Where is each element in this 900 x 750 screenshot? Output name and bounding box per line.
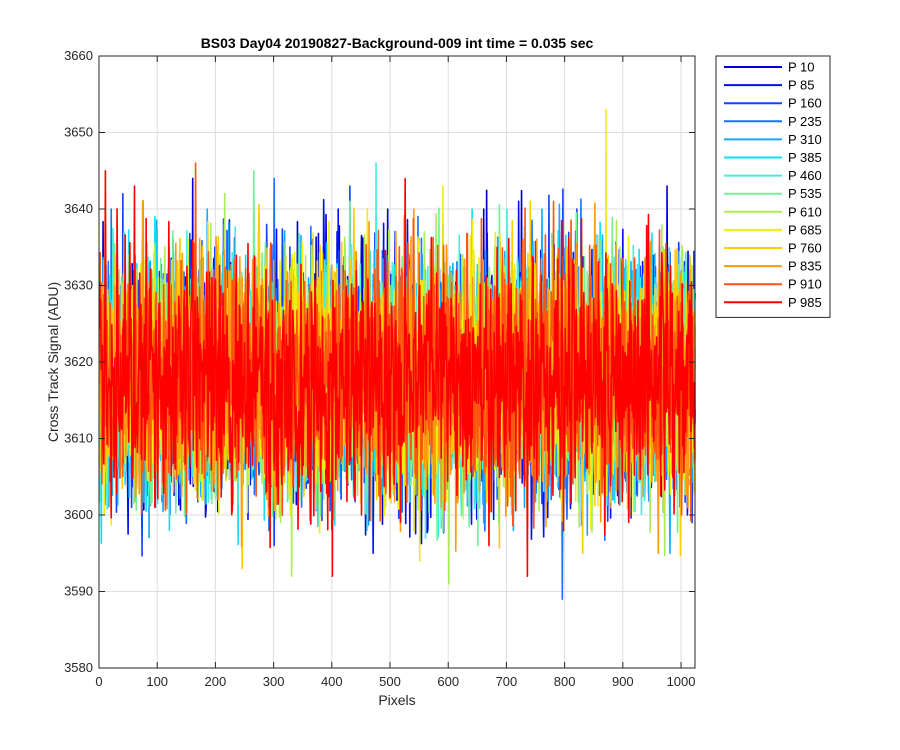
legend-label: P 985 (788, 295, 822, 310)
y-ticks: 3580 3590 3600 3610 3620 3630 3640 3650 3660 (64, 48, 695, 675)
legend-label: P 160 (788, 96, 822, 111)
y-tick-label: 3600 (64, 507, 93, 522)
y-tick-label: 3620 (64, 354, 93, 369)
legend-label: P 610 (788, 204, 822, 219)
x-tick-label: 0 (95, 674, 102, 689)
x-tick-label: 100 (146, 674, 168, 689)
legend-label: P 460 (788, 168, 822, 183)
legend-label: P 235 (788, 114, 822, 129)
legend-label: P 10 (788, 60, 815, 75)
y-tick-label: 3630 (64, 278, 93, 293)
y-tick-label: 3660 (64, 48, 93, 63)
legend-label: P 310 (788, 132, 822, 147)
x-tick-label: 200 (205, 674, 227, 689)
legend[interactable]: P 10 P 85 P 160 P 235 P 310 P 385 P 460 P 535 P … (715, 55, 831, 318)
legend-label: P 685 (788, 222, 822, 237)
x-tick-label: 500 (379, 674, 401, 689)
y-tick-label: 3640 (64, 201, 93, 216)
x-tick-label: 300 (263, 674, 285, 689)
x-tick-label: 700 (496, 674, 518, 689)
x-tick-label: 800 (554, 674, 576, 689)
x-tick-label: 400 (321, 674, 343, 689)
y-tick-label: 3590 (64, 584, 93, 599)
y-tick-label: 3580 (64, 660, 93, 675)
x-tick-label: 1000 (667, 674, 696, 689)
x-tick-label: 600 (437, 674, 459, 689)
x-tick-label: 900 (612, 674, 634, 689)
y-tick-label: 3650 (64, 125, 93, 140)
x-ticks: 0 100 200 300 400 500 600 700 800 900 1000 (95, 56, 695, 689)
legend-label: P 85 (788, 78, 815, 93)
series-lines (98, 108, 696, 600)
series-line-p985 (98, 169, 696, 577)
legend-label: P 760 (788, 241, 822, 256)
legend-label: P 835 (788, 259, 822, 274)
legend-label: P 535 (788, 186, 822, 201)
legend-label: P 910 (788, 277, 822, 292)
y-tick-label: 3610 (64, 431, 93, 446)
y-axis-label: Cross Track Signal (ADU) (45, 282, 61, 442)
chart-title: BS03 Day04 20190827-Background-009 int t… (201, 35, 594, 51)
legend-box (715, 55, 831, 318)
x-axis-label: Pixels (378, 692, 415, 708)
legend-label: P 385 (788, 150, 822, 165)
